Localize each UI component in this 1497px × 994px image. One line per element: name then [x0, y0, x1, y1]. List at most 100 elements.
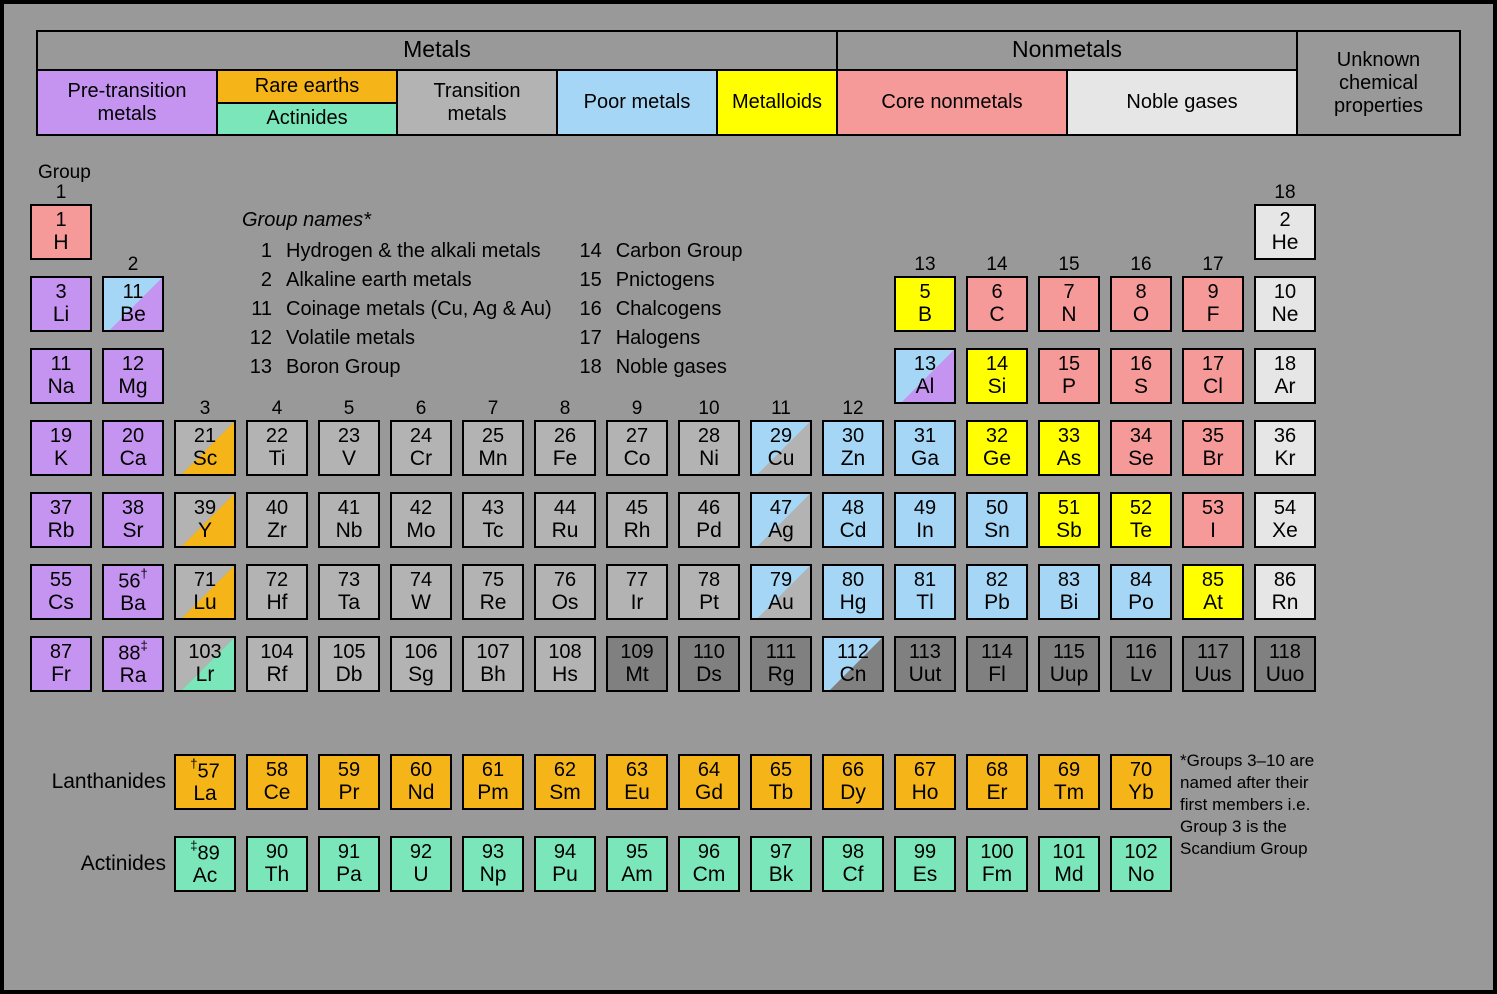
- group-label: Group: [38, 162, 91, 184]
- element-Mg: 12Mg: [102, 348, 164, 404]
- element-U: 92U: [390, 836, 452, 892]
- group-number-1: 1: [30, 182, 92, 204]
- element-Hg: 80Hg: [822, 564, 884, 620]
- element-Rg: 111Rg: [750, 636, 812, 692]
- element-Tl: 81Tl: [894, 564, 956, 620]
- group-names-header: Group names*: [242, 206, 742, 235]
- group-number-6: 6: [390, 398, 452, 420]
- element-Cu: 29Cu: [750, 420, 812, 476]
- element-Mo: 42Mo: [390, 492, 452, 548]
- element-H: 1H: [30, 204, 92, 260]
- group-number-14: 14: [966, 254, 1028, 276]
- element-Cf: 98Cf: [822, 836, 884, 892]
- group-name-num: 13: [242, 353, 272, 382]
- element-Ru: 44Ru: [534, 492, 596, 548]
- element-Ho: 67Ho: [894, 754, 956, 810]
- element-Lr: 103Lr: [174, 636, 236, 692]
- legend-noble-gas: Noble gases: [1068, 71, 1296, 134]
- legend-actinides: Actinides: [218, 104, 396, 135]
- element-Br: 35Br: [1182, 420, 1244, 476]
- element-Cl: 17Cl: [1182, 348, 1244, 404]
- group-number-9: 9: [606, 398, 668, 420]
- element-Co: 27Co: [606, 420, 668, 476]
- element-Uut: 113Uut: [894, 636, 956, 692]
- element-Am: 95Am: [606, 836, 668, 892]
- element-Tb: 65Tb: [750, 754, 812, 810]
- group-number-17: 17: [1182, 254, 1244, 276]
- element-Ta: 73Ta: [318, 564, 380, 620]
- legend-nonmetals: Nonmetals Core nonmetals Noble gases: [838, 32, 1298, 134]
- element-Cn: 112Cn: [822, 636, 884, 692]
- element-Zr: 40Zr: [246, 492, 308, 548]
- group-name-text: Pnictogens: [616, 266, 743, 295]
- element-I: 53I: [1182, 492, 1244, 548]
- element-Li: 3Li: [30, 276, 92, 332]
- element-Po: 84Po: [1110, 564, 1172, 620]
- element-Sr: 38Sr: [102, 492, 164, 548]
- element-Ti: 22Ti: [246, 420, 308, 476]
- element-Fl: 114Fl: [966, 636, 1028, 692]
- element-Sm: 62Sm: [534, 754, 596, 810]
- element-P: 15P: [1038, 348, 1100, 404]
- element-La: †57La: [174, 754, 236, 810]
- group-number-11: 11: [750, 398, 812, 420]
- element-Ne: 10Ne: [1254, 276, 1316, 332]
- element-Ni: 28Ni: [678, 420, 740, 476]
- element-Er: 68Er: [966, 754, 1028, 810]
- element-Nb: 41Nb: [318, 492, 380, 548]
- element-Dy: 66Dy: [822, 754, 884, 810]
- element-Nd: 60Nd: [390, 754, 452, 810]
- element-Ba: 56†Ba: [102, 564, 164, 620]
- group-number-18: 18: [1254, 182, 1316, 204]
- element-B: 5B: [894, 276, 956, 332]
- element-Kr: 36Kr: [1254, 420, 1316, 476]
- element-Sb: 51Sb: [1038, 492, 1100, 548]
- element-Te: 52Te: [1110, 492, 1172, 548]
- group-number-2: 2: [102, 254, 164, 276]
- group-name-num: 18: [572, 353, 602, 382]
- element-Hs: 108Hs: [534, 636, 596, 692]
- element-Rf: 104Rf: [246, 636, 308, 692]
- legend-rare-earth: Rare earths: [218, 71, 396, 104]
- element-Pt: 78Pt: [678, 564, 740, 620]
- element-Pb: 82Pb: [966, 564, 1028, 620]
- group-name-num: 2: [242, 266, 272, 295]
- element-Mn: 25Mn: [462, 420, 524, 476]
- group-name-text: Coinage metals (Cu, Ag & Au): [286, 295, 552, 324]
- element-Xe: 54Xe: [1254, 492, 1316, 548]
- element-Uus: 117Uus: [1182, 636, 1244, 692]
- element-Sn: 50Sn: [966, 492, 1028, 548]
- group-name-num: 15: [572, 266, 602, 295]
- legend-metalloid: Metalloids: [718, 71, 836, 134]
- element-C: 6C: [966, 276, 1028, 332]
- element-Uuo: 118Uuo: [1254, 636, 1316, 692]
- group-name-num: 14: [572, 237, 602, 266]
- group-name-text: Hydrogen & the alkali metals: [286, 237, 552, 266]
- element-Sg: 106Sg: [390, 636, 452, 692]
- element-Rh: 45Rh: [606, 492, 668, 548]
- group-name-num: 11: [242, 295, 272, 324]
- element-He: 2He: [1254, 204, 1316, 260]
- group-name-text: Chalcogens: [616, 295, 743, 324]
- element-Fr: 87Fr: [30, 636, 92, 692]
- element-Ce: 58Ce: [246, 754, 308, 810]
- element-F: 9F: [1182, 276, 1244, 332]
- element-S: 16S: [1110, 348, 1172, 404]
- element-Cm: 96Cm: [678, 836, 740, 892]
- element-As: 33As: [1038, 420, 1100, 476]
- element-Es: 99Es: [894, 836, 956, 892]
- element-Rn: 86Rn: [1254, 564, 1316, 620]
- legend-metals-header: Metals: [38, 32, 836, 71]
- group-name-text: Volatile metals: [286, 324, 552, 353]
- element-Uup: 115Uup: [1038, 636, 1100, 692]
- legend-unknown: Unknown chemical properties: [1298, 32, 1459, 134]
- element-K: 19K: [30, 420, 92, 476]
- legend-unknown-label: Unknown chemical properties: [1298, 32, 1459, 134]
- group-name-text: Carbon Group: [616, 237, 743, 266]
- element-Al: 13Al: [894, 348, 956, 404]
- element-Fm: 100Fm: [966, 836, 1028, 892]
- legend-poor-metal: Poor metals: [558, 71, 718, 134]
- group-names-block: Group names* 1Hydrogen & the alkali meta…: [242, 206, 742, 382]
- group-name-text: Boron Group: [286, 353, 552, 382]
- element-Pr: 59Pr: [318, 754, 380, 810]
